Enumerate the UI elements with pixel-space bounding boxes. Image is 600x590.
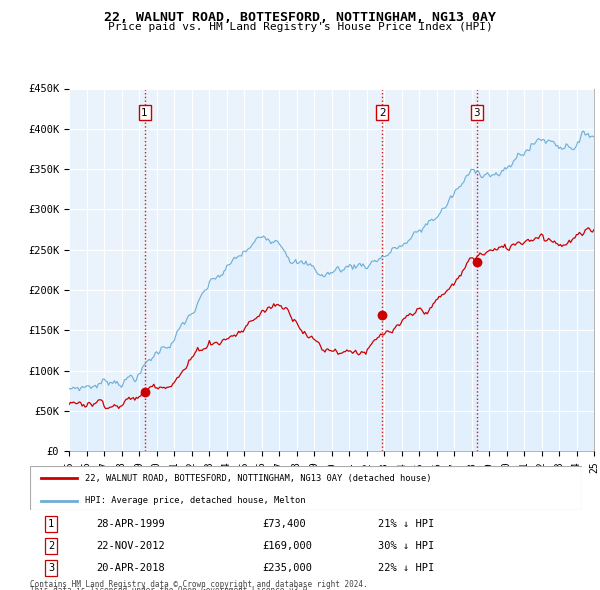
Text: Price paid vs. HM Land Registry's House Price Index (HPI): Price paid vs. HM Land Registry's House … [107, 22, 493, 32]
Text: £169,000: £169,000 [262, 541, 312, 551]
Text: 28-APR-1999: 28-APR-1999 [96, 519, 165, 529]
Text: 3: 3 [473, 108, 480, 117]
Text: 20-APR-2018: 20-APR-2018 [96, 563, 165, 573]
Text: £73,400: £73,400 [262, 519, 305, 529]
FancyBboxPatch shape [30, 466, 582, 510]
Text: 30% ↓ HPI: 30% ↓ HPI [378, 541, 434, 551]
Text: 1: 1 [48, 519, 54, 529]
Point [472, 257, 482, 267]
Text: 22, WALNUT ROAD, BOTTESFORD, NOTTINGHAM, NG13 0AY: 22, WALNUT ROAD, BOTTESFORD, NOTTINGHAM,… [104, 11, 496, 24]
Point [140, 388, 149, 397]
Text: £235,000: £235,000 [262, 563, 312, 573]
Text: 2: 2 [48, 541, 54, 551]
Text: Contains HM Land Registry data © Crown copyright and database right 2024.: Contains HM Land Registry data © Crown c… [30, 580, 368, 589]
Text: 22, WALNUT ROAD, BOTTESFORD, NOTTINGHAM, NG13 0AY (detached house): 22, WALNUT ROAD, BOTTESFORD, NOTTINGHAM,… [85, 474, 432, 483]
Text: 2: 2 [379, 108, 386, 117]
Text: 22-NOV-2012: 22-NOV-2012 [96, 541, 165, 551]
Text: This data is licensed under the Open Government Licence v3.0.: This data is licensed under the Open Gov… [30, 586, 312, 590]
Text: 22% ↓ HPI: 22% ↓ HPI [378, 563, 434, 573]
Text: 3: 3 [48, 563, 54, 573]
Text: 1: 1 [141, 108, 148, 117]
Point [377, 310, 387, 320]
Text: HPI: Average price, detached house, Melton: HPI: Average price, detached house, Melt… [85, 496, 306, 505]
Text: 21% ↓ HPI: 21% ↓ HPI [378, 519, 434, 529]
